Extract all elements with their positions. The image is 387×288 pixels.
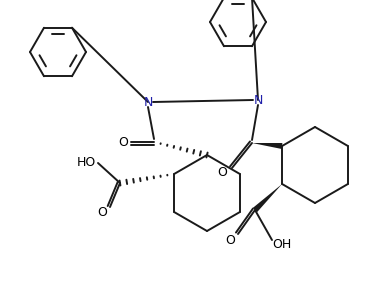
Text: N: N: [143, 96, 153, 109]
Polygon shape: [253, 184, 282, 212]
Text: O: O: [97, 206, 107, 219]
Text: O: O: [118, 135, 128, 149]
Text: N: N: [253, 94, 263, 107]
Text: OH: OH: [272, 238, 292, 251]
Text: O: O: [225, 234, 235, 247]
Text: O: O: [217, 166, 227, 179]
Polygon shape: [252, 143, 283, 149]
Text: HO: HO: [76, 156, 96, 170]
